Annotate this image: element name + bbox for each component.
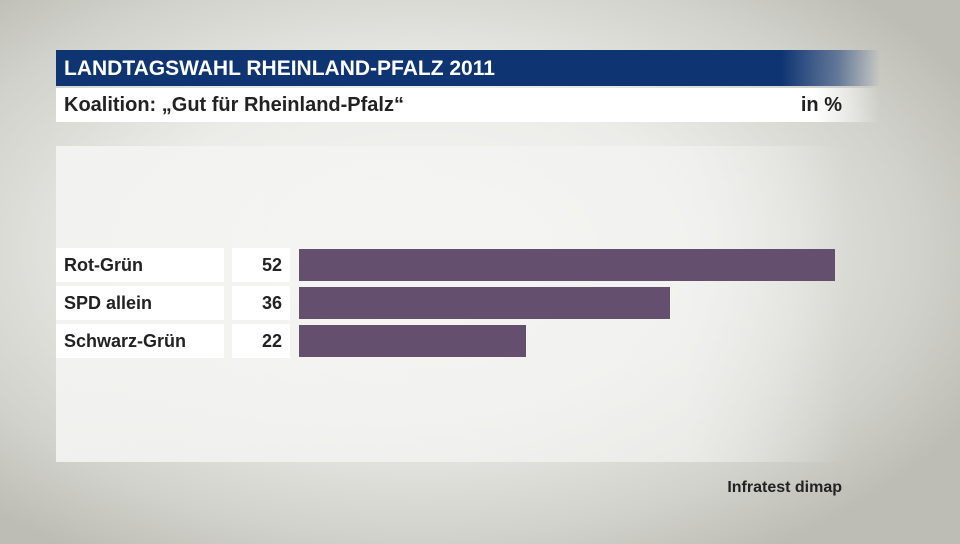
chart-title: LANDTAGSWAHL RHEINLAND-PFALZ 2011: [64, 57, 495, 80]
subtitle-band: [56, 88, 880, 122]
category-label-box: [56, 324, 224, 358]
unit-label: in %: [800, 94, 842, 116]
value-label-box: [232, 286, 290, 320]
header-band: [56, 50, 880, 86]
value-label-box: [232, 324, 290, 358]
value-label: 36: [261, 293, 282, 313]
category-label: Schwarz-Grün: [64, 331, 187, 351]
category-label-box: [56, 286, 224, 320]
bar: [299, 249, 835, 281]
category-label-box: [56, 248, 224, 282]
category-label: SPD allein: [64, 293, 153, 313]
source-label: Infratest dimap: [727, 479, 842, 496]
value-label-box: [232, 248, 290, 282]
bar: [299, 325, 526, 357]
value-label: 52: [261, 255, 282, 275]
value-label: 22: [261, 331, 282, 351]
bar: [299, 287, 670, 319]
category-label: Rot-Grün: [64, 255, 143, 275]
chart-subtitle: Koalition: „Gut für Rheinland-Pfalz“: [64, 94, 404, 116]
